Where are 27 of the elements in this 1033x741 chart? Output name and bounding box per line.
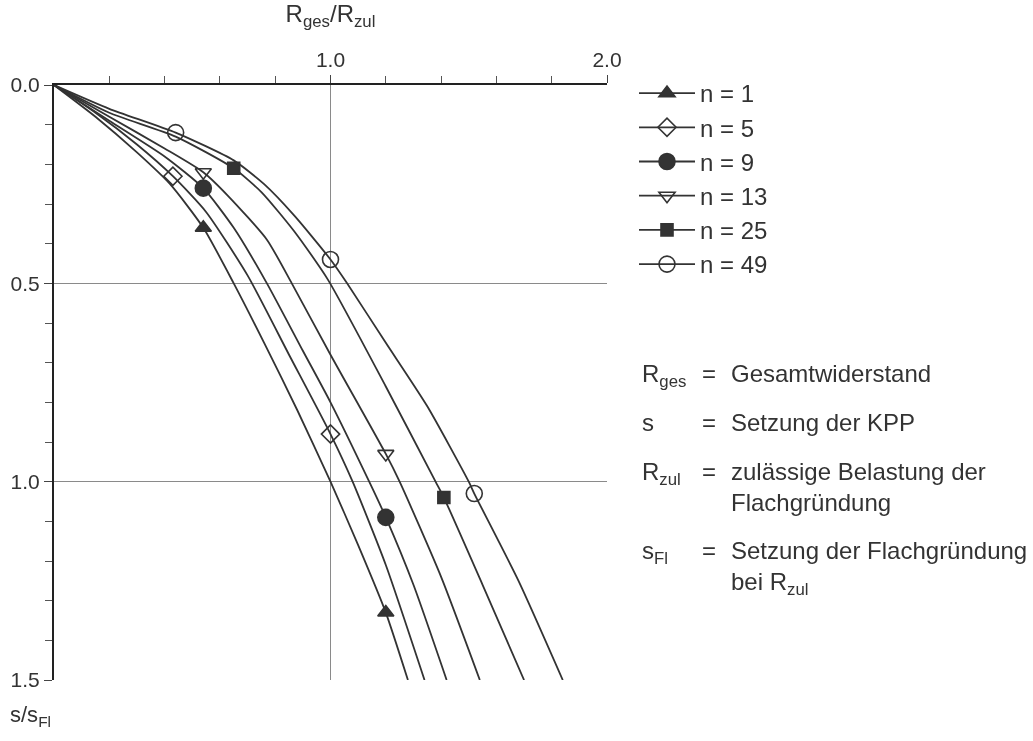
legend-label: n = 5 — [700, 114, 755, 142]
point — [320, 424, 341, 444]
y-tick-label: 1.5 — [10, 668, 40, 692]
text: R$_{zul}$ = zulässige Belastung der Flachgründung — [642, 458, 986, 517]
point — [194, 179, 213, 197]
y-tick-label: 0.5 — [10, 271, 40, 295]
y-tick-label: 1.0 — [10, 470, 40, 494]
x-axis-title: R$_{ges}$/R$_{zul}$ — [285, 0, 376, 32]
point — [163, 166, 183, 187]
legend-label: n = 9 — [700, 148, 755, 176]
point — [437, 490, 451, 505]
point — [377, 508, 395, 527]
legend-label: n = 1 — [700, 80, 755, 108]
point — [226, 161, 241, 176]
point — [166, 123, 185, 142]
text: R$_{ges}$ = Gesamtwiderstand — [642, 360, 932, 392]
legend-label: n = 25 — [700, 217, 768, 245]
text: s$_{Fl}$ = Setzung der Flachgründung bei R$_{zul}$ — [642, 537, 1028, 600]
point — [465, 484, 484, 503]
point — [194, 167, 213, 181]
legend-label: n = 49 — [700, 251, 768, 279]
x-tick-label: 2.0 — [592, 47, 622, 71]
point — [321, 250, 340, 269]
text: s = Setzung der KPP — [642, 409, 916, 436]
y-axis-title: s/s$_{Fl}$ — [10, 702, 51, 730]
legend-label: n = 13 — [700, 183, 768, 211]
y-tick-label: 0.0 — [10, 73, 40, 97]
